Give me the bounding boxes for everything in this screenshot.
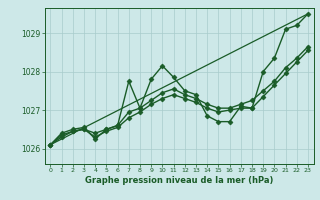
X-axis label: Graphe pression niveau de la mer (hPa): Graphe pression niveau de la mer (hPa) bbox=[85, 176, 273, 185]
